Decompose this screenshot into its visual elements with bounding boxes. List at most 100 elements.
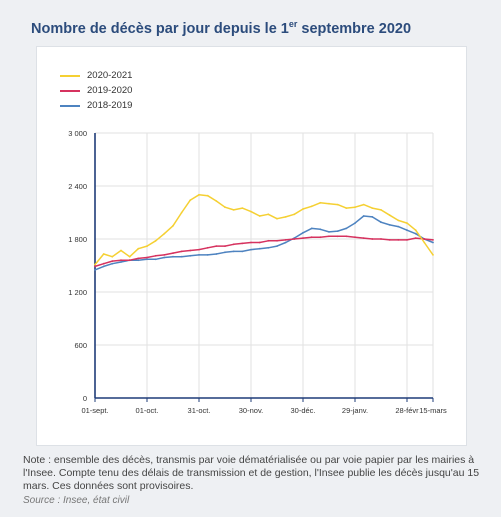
data-point-2019-2020 [146, 256, 148, 259]
data-point-2020-2021 [371, 207, 374, 210]
grid-lines [95, 132, 434, 398]
data-point-2019-2020 [267, 239, 270, 242]
x-tick-label: 01-oct. [136, 406, 159, 415]
data-point-2018-2019 [137, 259, 140, 262]
data-point-2018-2019 [414, 232, 417, 235]
chart-source: Source : Insee, état civil [23, 495, 130, 506]
data-point-2019-2020 [250, 241, 252, 244]
data-point-2018-2019 [310, 227, 313, 230]
data-point-2018-2019 [388, 224, 391, 226]
data-point-2020-2021 [120, 249, 122, 252]
data-point-2019-2020 [414, 237, 417, 240]
x-tick-label: 15-mars [419, 406, 447, 415]
data-point-2020-2021 [310, 205, 313, 208]
data-point-2019-2020 [319, 236, 322, 239]
data-point-2018-2019 [362, 215, 365, 217]
data-point-2020-2021 [319, 201, 322, 204]
x-tick-label: 30-nov. [239, 406, 263, 415]
data-point-2020-2021 [232, 209, 235, 211]
data-point-2020-2021 [163, 232, 166, 235]
data-point-2020-2021 [302, 208, 304, 210]
data-point-2019-2020 [362, 237, 365, 240]
data-point-2019-2020 [406, 239, 408, 241]
data-point-2018-2019 [189, 254, 192, 257]
legend-item-2019-2020: 2019-2020 [60, 83, 132, 98]
data-point-2019-2020 [388, 239, 391, 241]
data-point-2020-2021 [397, 219, 400, 222]
x-tick-label: 28-févr [395, 406, 419, 415]
series-line-2018-2019 [94, 215, 434, 271]
data-point-2018-2019 [198, 254, 200, 256]
data-point-2020-2021 [284, 216, 287, 218]
data-point-2020-2021 [388, 214, 391, 217]
legend-label: 2019-2020 [87, 85, 133, 96]
chart-note: Note : ensemble des décès, transmis par … [23, 454, 480, 492]
data-point-2019-2020 [94, 265, 96, 268]
data-point-2020-2021 [345, 207, 348, 210]
data-point-2018-2019 [267, 246, 270, 249]
data-point-2020-2021 [198, 193, 200, 196]
data-point-2020-2021 [180, 211, 183, 214]
data-point-2019-2020 [128, 259, 131, 262]
data-point-2018-2019 [336, 230, 339, 233]
data-point-2019-2020 [102, 262, 105, 265]
data-point-2018-2019 [397, 225, 400, 228]
data-point-2018-2019 [250, 248, 252, 251]
data-point-2018-2019 [224, 251, 226, 254]
data-point-2019-2020 [276, 239, 278, 242]
data-point-2019-2020 [224, 245, 226, 248]
data-point-2018-2019 [154, 258, 157, 261]
legend-item-2020-2021: 2020-2021 [60, 68, 132, 83]
data-point-2019-2020 [241, 242, 244, 245]
chart-legend: 2020-2021 2019-2020 2018-2019 [60, 68, 132, 113]
data-point-2019-2020 [189, 249, 192, 252]
data-point-2018-2019 [328, 231, 330, 233]
data-point-2020-2021 [111, 255, 114, 258]
data-point-2019-2020 [154, 254, 157, 257]
data-point-2018-2019 [241, 250, 244, 253]
data-point-2018-2019 [432, 241, 434, 244]
data-point-2019-2020 [293, 238, 296, 240]
data-point-2020-2021 [94, 263, 96, 266]
y-tick-label: 1 200 [68, 288, 87, 297]
data-point-2019-2020 [302, 237, 304, 240]
data-point-2019-2020 [198, 248, 200, 251]
data-point-2020-2021 [258, 215, 261, 217]
data-point-2020-2021 [362, 203, 365, 206]
data-point-2020-2021 [206, 194, 209, 197]
data-point-2019-2020 [206, 246, 209, 249]
data-point-2020-2021 [267, 213, 270, 216]
data-point-2018-2019 [319, 228, 322, 231]
data-point-2018-2019 [172, 255, 174, 258]
x-tick-label: 30-déc. [290, 406, 315, 415]
data-point-2020-2021 [172, 224, 174, 227]
data-point-2019-2020 [137, 257, 140, 260]
legend-swatch [60, 104, 80, 107]
data-point-2020-2021 [189, 199, 192, 202]
data-point-2018-2019 [302, 231, 304, 234]
data-point-2018-2019 [146, 258, 148, 261]
data-point-2018-2019 [258, 247, 261, 250]
data-point-2019-2020 [380, 238, 382, 240]
data-point-2018-2019 [94, 269, 96, 271]
y-tick-label: 2 400 [68, 182, 87, 191]
x-tick-label: 31-oct. [188, 406, 211, 415]
data-point-2020-2021 [336, 203, 339, 206]
data-point-2020-2021 [293, 213, 296, 216]
data-point-2019-2020 [258, 241, 261, 244]
data-point-2019-2020 [432, 239, 434, 241]
data-point-2019-2020 [371, 238, 374, 240]
data-point-2019-2020 [354, 236, 356, 239]
data-point-2018-2019 [102, 265, 105, 268]
data-point-2019-2020 [180, 250, 183, 253]
data-point-2020-2021 [250, 210, 252, 213]
data-point-2018-2019 [163, 256, 166, 259]
data-point-2019-2020 [232, 243, 235, 246]
data-point-2020-2021 [102, 253, 105, 255]
data-point-2020-2021 [406, 222, 408, 225]
data-point-2020-2021 [215, 200, 218, 202]
data-point-2020-2021 [154, 239, 157, 242]
data-point-2020-2021 [241, 207, 244, 210]
legend-swatch [60, 89, 80, 92]
